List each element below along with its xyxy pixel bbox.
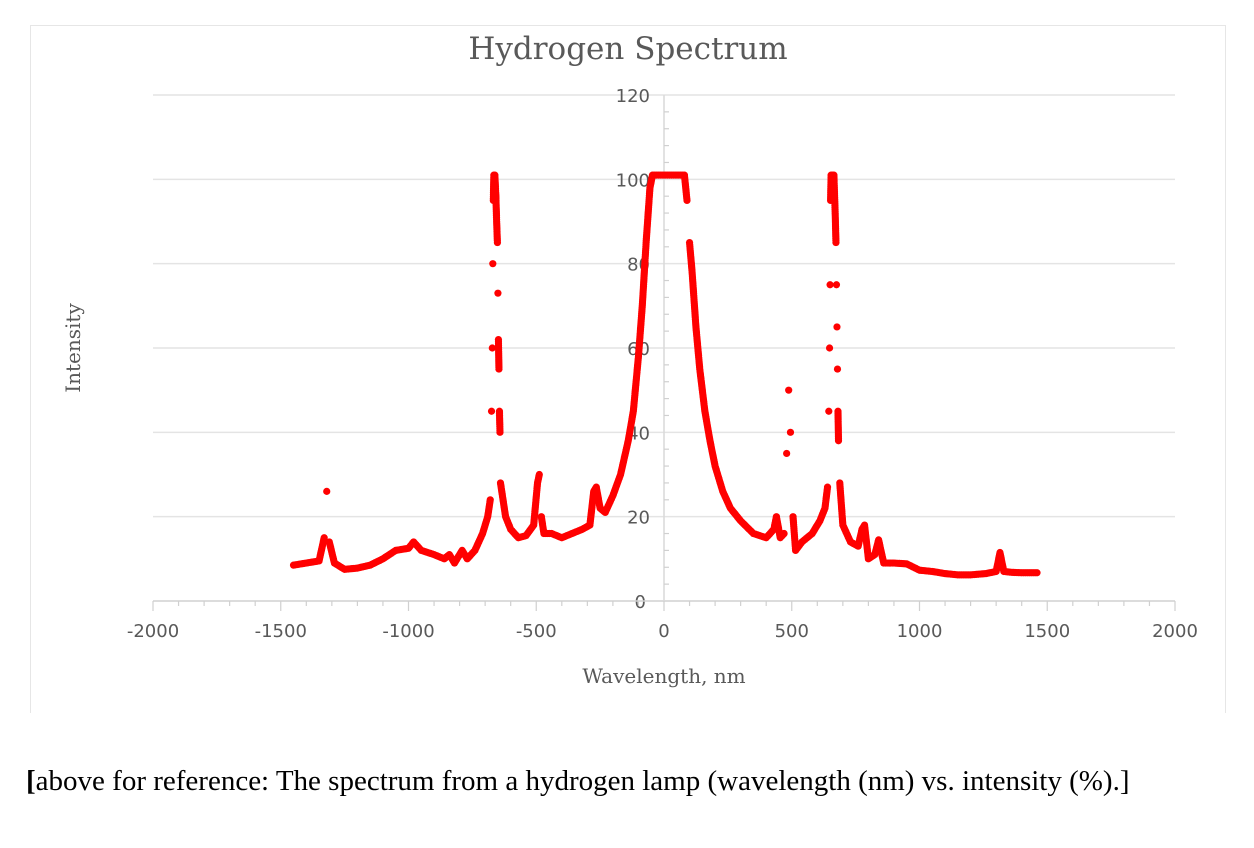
- data-point: [496, 428, 504, 436]
- x-axis-label: Wavelength, nm: [582, 664, 745, 688]
- y-tick-label: 0: [635, 592, 646, 613]
- x-tick-label: 0: [658, 621, 669, 642]
- data-point: [493, 238, 502, 247]
- x-tick-label: -2000: [127, 621, 179, 642]
- data-point: [823, 483, 832, 491]
- data-point: [1033, 569, 1041, 577]
- x-tick-label: -1500: [255, 621, 307, 642]
- y-tick-label: 20: [627, 508, 650, 529]
- x-tick-label: -1000: [382, 621, 434, 642]
- data-point: [833, 365, 842, 373]
- data-point: [785, 386, 793, 394]
- data-point: [494, 289, 502, 297]
- data-point: [489, 260, 497, 268]
- y-tick-label: 100: [616, 170, 650, 191]
- data-point: [826, 281, 834, 289]
- x-tick-label: -500: [516, 621, 557, 642]
- data-point: [825, 344, 834, 352]
- y-axis-label: Intensity: [61, 303, 85, 393]
- caption-text: above for reference: The spectrum from a…: [35, 765, 1130, 797]
- data-point: [486, 496, 494, 504]
- data-point: [683, 196, 691, 205]
- data-point: [323, 487, 331, 495]
- data-point: [780, 529, 788, 538]
- x-tick-label: 1000: [897, 621, 943, 642]
- data-point: [535, 470, 543, 479]
- data-point: [320, 534, 328, 542]
- data-point: [825, 407, 833, 415]
- axes: 020406080100120-2000-1500-1000-500050010…: [127, 86, 1198, 642]
- hydrogen-spectrum-chart: 020406080100120-2000-1500-1000-500050010…: [61, 31, 1198, 688]
- data-point: [834, 437, 843, 445]
- data-point: [786, 428, 795, 436]
- chart-area: [30, 25, 1226, 713]
- data-point: [833, 323, 841, 331]
- y-tick-label: 120: [616, 86, 650, 107]
- x-tick-label: 2000: [1152, 621, 1198, 642]
- data-points: [289, 171, 1041, 579]
- data-point: [783, 449, 791, 458]
- x-tick-label: 500: [775, 621, 809, 642]
- figure-caption: [above for reference: The spectrum from …: [26, 762, 1206, 800]
- data-point: [488, 344, 496, 352]
- x-tick-label: 1500: [1024, 621, 1070, 642]
- data-point: [832, 238, 840, 247]
- data-point: [487, 407, 496, 415]
- caption-bracket: [: [26, 765, 36, 797]
- data-point: [832, 281, 841, 289]
- chart-title: Hydrogen Spectrum: [468, 31, 787, 67]
- data-point: [495, 365, 503, 373]
